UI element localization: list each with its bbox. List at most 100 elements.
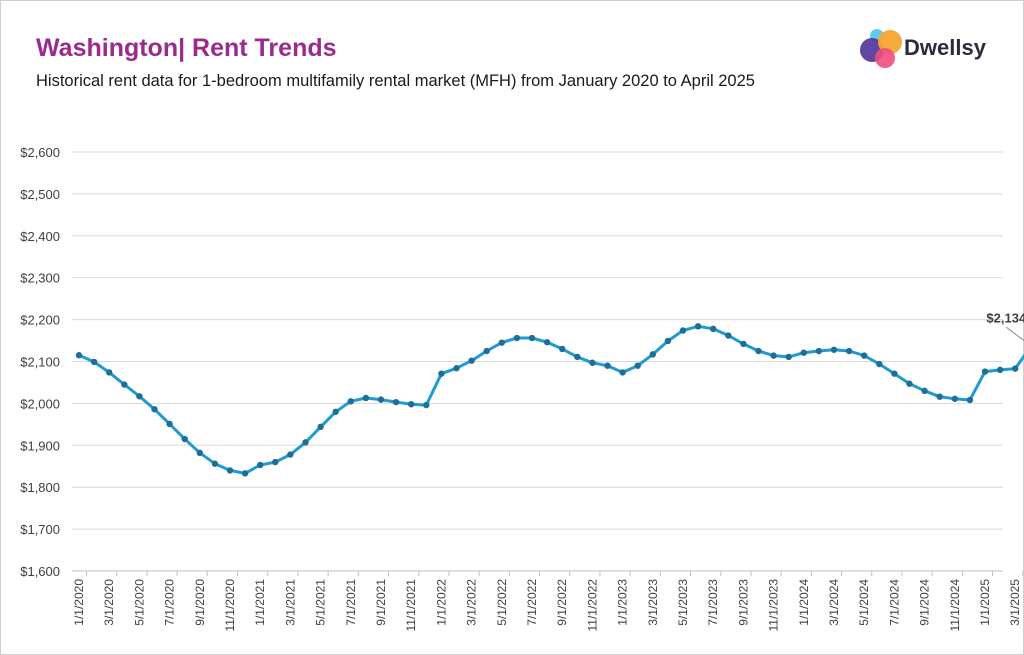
- data-point: [287, 451, 294, 458]
- x-tick-label: 11/1/2024: [948, 579, 962, 632]
- data-point: [257, 461, 264, 469]
- x-tick-label: 7/1/2024: [887, 579, 901, 626]
- x-tick-label: 5/1/2024: [857, 579, 871, 626]
- data-point: [966, 396, 974, 404]
- y-tick-label: $1,700: [20, 522, 60, 537]
- data-point: [996, 366, 1004, 374]
- x-tick-label: 7/1/2020: [163, 579, 177, 626]
- x-tick-label: 3/1/2020: [102, 579, 116, 626]
- data-point: [362, 394, 370, 402]
- data-point: [75, 352, 83, 359]
- data-point: [755, 347, 762, 355]
- y-tick-label: $2,200: [20, 313, 60, 328]
- data-point: [604, 362, 611, 369]
- data-point: [136, 393, 143, 400]
- y-tick-label: $1,800: [20, 480, 60, 495]
- data-point: [498, 339, 505, 346]
- data-point: [906, 380, 913, 387]
- brand-logo: Dwellsy: [858, 24, 1008, 72]
- data-point: [770, 352, 777, 359]
- data-point: [725, 332, 732, 339]
- data-point: [106, 369, 113, 376]
- brand-name: Dwellsy: [904, 35, 986, 60]
- data-point: [891, 370, 898, 377]
- y-tick-label: $2,400: [20, 229, 60, 244]
- data-point: [559, 345, 566, 353]
- x-tick-label: 11/1/2020: [223, 579, 237, 632]
- data-point: [392, 398, 400, 406]
- y-tick-label: $2,100: [20, 355, 60, 370]
- x-tick-label: 7/1/2023: [706, 579, 720, 626]
- data-point: [589, 359, 596, 366]
- x-tick-label: 7/1/2021: [344, 579, 358, 626]
- data-point: [90, 358, 98, 366]
- x-tick-label: 1/1/2020: [72, 579, 86, 626]
- x-tick-label: 1/1/2024: [797, 579, 811, 626]
- data-point: [800, 349, 807, 356]
- data-point: [574, 353, 581, 361]
- data-point: [332, 408, 339, 415]
- annotation-leader: [1005, 326, 1024, 342]
- x-tick-label: 1/1/2022: [434, 579, 448, 626]
- data-point: [634, 362, 641, 369]
- data-label-last-value: $2,134: [986, 310, 1024, 325]
- rent-series-line: [78, 324, 1024, 475]
- data-point: [483, 347, 490, 355]
- data-point: [181, 435, 188, 443]
- data-point: [408, 401, 415, 408]
- data-point: [226, 467, 234, 474]
- dwellsy-logo-icon: [860, 29, 902, 68]
- x-tick-label: 9/1/2022: [555, 579, 569, 626]
- data-point: [710, 325, 717, 333]
- y-tick-label: $2,600: [20, 145, 60, 160]
- data-point: [815, 347, 823, 355]
- y-tick-label: $1,900: [20, 438, 60, 453]
- data-point: [664, 337, 672, 345]
- data-point: [211, 460, 219, 467]
- data-point: [861, 352, 868, 359]
- x-tick-label: 5/1/2021: [314, 579, 328, 626]
- x-tick-label: 9/1/2024: [918, 579, 932, 626]
- data-point: [121, 381, 128, 388]
- data-point: [468, 357, 475, 364]
- data-point: [1012, 365, 1019, 372]
- y-tick-label: $2,000: [20, 396, 60, 411]
- x-tick-label: 1/1/2023: [616, 579, 630, 626]
- data-point: [619, 369, 626, 376]
- y-tick-label: $1,600: [20, 564, 60, 579]
- data-point: [528, 334, 536, 342]
- x-tick-label: 5/1/2022: [495, 579, 509, 626]
- page-title: Washington| Rent Trends: [36, 34, 337, 62]
- data-point: [151, 406, 158, 413]
- x-tick-label: 9/1/2023: [736, 579, 750, 626]
- x-tick-label: 1/1/2025: [978, 579, 992, 626]
- x-tick-label: 11/1/2021: [404, 579, 418, 632]
- data-point: [981, 368, 989, 375]
- data-point: [649, 351, 656, 358]
- x-tick-label: 3/1/2022: [465, 579, 479, 626]
- data-point: [453, 365, 460, 372]
- data-point: [166, 420, 173, 428]
- x-tick-label: 7/1/2022: [525, 579, 539, 626]
- data-point: [694, 323, 702, 330]
- x-tick-label: 1/1/2021: [253, 579, 267, 626]
- x-tick-label: 3/1/2023: [646, 579, 660, 626]
- data-point: [543, 339, 551, 346]
- data-point: [936, 393, 943, 400]
- data-point: [830, 346, 838, 353]
- data-point: [423, 401, 430, 409]
- x-tick-label: 5/1/2020: [132, 579, 146, 626]
- data-point: [438, 370, 445, 377]
- data-point: [272, 458, 279, 466]
- data-point: [513, 334, 521, 342]
- x-tick-label: 3/1/2021: [283, 579, 297, 626]
- data-point: [196, 449, 203, 457]
- data-point: [876, 360, 883, 368]
- data-point: [317, 423, 324, 431]
- y-tick-label: $2,500: [20, 187, 60, 202]
- x-tick-label: 3/1/2024: [827, 579, 841, 626]
- x-tick-label: 3/1/2025: [1008, 579, 1022, 626]
- data-point: [347, 398, 354, 405]
